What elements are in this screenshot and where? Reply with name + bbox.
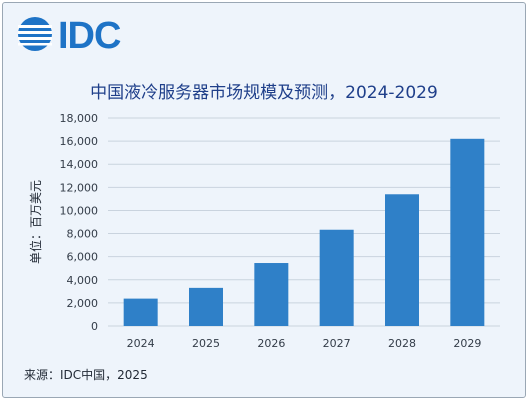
y-tick-label: 0 bbox=[91, 320, 98, 333]
y-tick-label: 2,000 bbox=[67, 297, 99, 310]
y-tick-label: 12,000 bbox=[60, 181, 99, 194]
bar-2025 bbox=[189, 287, 223, 326]
x-tick-label: 2026 bbox=[257, 337, 285, 350]
y-tick-label: 4,000 bbox=[67, 274, 99, 287]
idc-logo: IDC bbox=[18, 15, 122, 54]
logo-text: IDC bbox=[58, 15, 121, 54]
source-note: 来源：IDC中国，2025 bbox=[24, 368, 148, 382]
x-tick-label: 2025 bbox=[192, 337, 220, 350]
bar-2029 bbox=[450, 138, 485, 326]
bars bbox=[123, 138, 485, 326]
y-axis-label: 单位：百万美元 bbox=[28, 180, 43, 264]
x-tick-label: 2024 bbox=[127, 337, 155, 350]
y-tick-label: 16,000 bbox=[60, 135, 99, 148]
bar-2026 bbox=[254, 263, 289, 326]
y-tick-label: 8,000 bbox=[67, 228, 99, 241]
bar-2024 bbox=[123, 298, 158, 326]
x-tick-label: 2027 bbox=[323, 337, 351, 350]
y-tick-label: 10,000 bbox=[60, 204, 99, 217]
bar-2027 bbox=[319, 229, 354, 326]
chart-title: 中国液冷服务器市场规模及预测，2024-2029 bbox=[90, 83, 438, 103]
x-axis: 2024 2025 2026 2027 2028 2029 bbox=[127, 337, 482, 350]
x-tick-label: 2029 bbox=[453, 337, 481, 350]
globe-icon bbox=[18, 17, 52, 51]
x-tick-label: 2028 bbox=[388, 337, 416, 350]
y-tick-label: 14,000 bbox=[60, 158, 99, 171]
bar-2028 bbox=[385, 194, 419, 326]
grid-lines bbox=[108, 117, 500, 327]
y-tick-label: 6,000 bbox=[67, 251, 99, 264]
y-tick-label: 18,000 bbox=[60, 112, 99, 125]
y-axis: 0 2,000 4,000 6,000 8,000 10,000 12,000 14,000 1… bbox=[60, 112, 99, 333]
